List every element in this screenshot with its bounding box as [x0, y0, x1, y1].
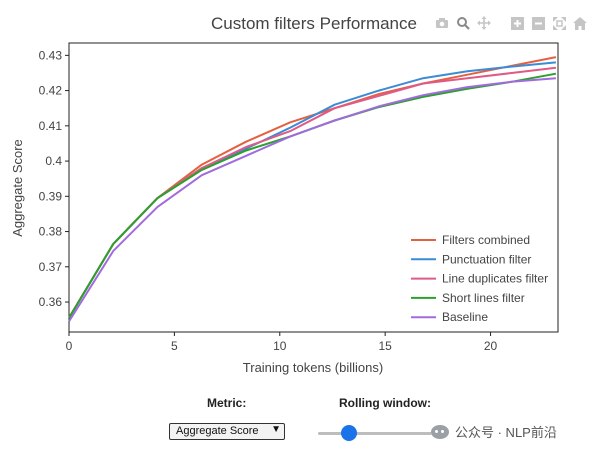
wechat-logo-icon [431, 424, 449, 439]
camera-icon[interactable] [433, 14, 451, 32]
metric-select-value: Aggregate Score [176, 425, 259, 437]
metric-select[interactable]: Aggregate Score ▼ [169, 423, 285, 440]
y-tick-label: 0.43 [39, 48, 63, 62]
rolling-window-slider[interactable] [318, 432, 442, 435]
x-tick-label: 20 [484, 339, 498, 353]
y-tick-label: 0.36 [39, 295, 63, 309]
x-tick-label: 5 [171, 339, 178, 353]
zoom-in-icon[interactable] [508, 14, 526, 32]
plot-frame [68, 42, 559, 333]
plot-area[interactable] [68, 56, 557, 322]
rolling-window-slider-thumb[interactable] [341, 425, 357, 441]
legend-item[interactable]: Line duplicates filter [442, 272, 548, 286]
x-tick-label: 15 [378, 339, 392, 353]
y-tick-label: 0.38 [39, 225, 63, 239]
autoscale-icon[interactable] [550, 14, 568, 32]
legend-item[interactable]: Filters combined [442, 233, 530, 247]
x-axis-title: Training tokens (billions) [243, 360, 383, 375]
series-line-4[interactable] [68, 77, 556, 322]
modebar [433, 14, 592, 32]
y-tick-label: 0.42 [39, 84, 63, 98]
legend-item[interactable]: Punctuation filter [442, 252, 531, 266]
chart-title: Custom filters Performance [211, 14, 417, 33]
legend-item[interactable]: Baseline [442, 310, 488, 324]
watermark: 公众号 · NLP前沿 [431, 422, 557, 441]
legend[interactable]: Filters combined Punctuation filter Line d… [411, 233, 548, 324]
legend-item[interactable]: Short lines filter [442, 291, 525, 305]
zoom-icon[interactable] [454, 14, 472, 32]
y-tick-label: 0.41 [39, 119, 63, 133]
reset-home-icon[interactable] [571, 14, 589, 32]
pan-icon[interactable] [475, 14, 493, 32]
y-axis-title: Aggregate Score [10, 139, 25, 237]
metric-label: Metric: [207, 396, 247, 410]
y-tick-label: 0.39 [39, 189, 63, 203]
y-tick-label: 0.37 [39, 260, 63, 274]
chevron-down-icon: ▼ [271, 424, 281, 435]
watermark-text: 公众号 · NLP前沿 [455, 425, 557, 440]
zoom-out-icon[interactable] [529, 14, 547, 32]
x-axis: 0 5 10 15 20 [66, 332, 498, 353]
x-tick-label: 0 [66, 339, 73, 353]
y-tick-label: 0.4 [45, 154, 62, 168]
rolling-window-label: Rolling window: [339, 396, 431, 410]
y-axis: 0.36 0.37 0.38 0.39 0.4 0.41 0.42 0.43 [39, 48, 69, 309]
x-tick-label: 10 [273, 339, 287, 353]
line-chart: Custom filters Performance 0.360.370.380… [10, 14, 559, 375]
